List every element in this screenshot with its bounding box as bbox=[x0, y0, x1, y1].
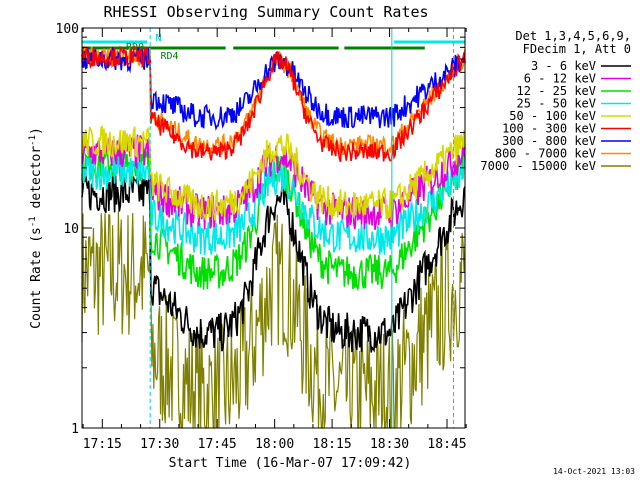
legend-label: 100 - 300 keV bbox=[502, 122, 596, 136]
flag-layer bbox=[82, 40, 465, 50]
legend-label: 800 - 7000 keV bbox=[495, 147, 596, 161]
y-axis-label-part: ) bbox=[29, 127, 44, 135]
annotation-layer: RD0 N RD4 bbox=[126, 33, 179, 62]
plot-area: RD0 N RD4 bbox=[81, 27, 466, 429]
x-tick-label: 18:45 bbox=[427, 437, 466, 452]
legend-label: 25 - 50 keV bbox=[517, 97, 596, 111]
y-axis-label-exponent: -1 bbox=[28, 216, 38, 227]
flag-annotation: N bbox=[156, 33, 162, 44]
footer-date: 14-Oct-2021 13:03 bbox=[553, 467, 635, 476]
legend-header-line: FDecim 1, Att 0 bbox=[523, 42, 631, 56]
flag-annotation: RD4 bbox=[161, 51, 179, 62]
y-tick-label: 100 bbox=[56, 22, 79, 37]
x-axis-label: Start Time (16-Mar-07 17:09:42) bbox=[169, 456, 412, 471]
x-tick-label: 17:15 bbox=[83, 437, 122, 452]
legend-header-line: Det 1,3,4,5,6,9, bbox=[515, 29, 631, 43]
y-tick-label: 10 bbox=[63, 222, 79, 237]
legend-label: 3 - 6 keV bbox=[531, 59, 596, 73]
series-line bbox=[81, 124, 466, 221]
legend: Det 1,3,4,5,6,9, FDecim 1, Att 0 3 - 6 k… bbox=[480, 29, 631, 173]
legend-label: 50 - 100 keV bbox=[509, 109, 596, 123]
x-tick-label: 18:30 bbox=[370, 437, 409, 452]
flag-annotation: RD0 bbox=[126, 42, 144, 53]
y-tick-label: 1 bbox=[71, 422, 79, 437]
legend-label: 6 - 12 keV bbox=[524, 72, 596, 86]
series-line bbox=[81, 211, 466, 429]
legend-label: 300 - 800 keV bbox=[502, 134, 596, 148]
x-tick-label: 17:45 bbox=[198, 437, 237, 452]
x-axis: 17:15 17:30 17:45 18:00 18:15 18:30 18:45 bbox=[82, 28, 467, 452]
y-axis-label-part: detector bbox=[29, 146, 44, 217]
y-axis-label-exponent: -1 bbox=[28, 135, 38, 146]
series-line bbox=[81, 172, 466, 353]
y-axis: 1 10 100 bbox=[56, 22, 465, 437]
chart-title: RHESSI Observing Summary Count Rates bbox=[103, 3, 428, 21]
y-axis-label: Count Rate (s-1 detector-1) bbox=[28, 127, 44, 329]
x-tick-label: 18:00 bbox=[255, 437, 294, 452]
legend-label: 12 - 25 keV bbox=[517, 84, 596, 98]
legend-label: 7000 - 15000 keV bbox=[480, 159, 596, 173]
series-line bbox=[81, 44, 466, 163]
y-axis-label-part: Count Rate (s bbox=[29, 227, 44, 329]
x-tick-label: 18:15 bbox=[313, 437, 352, 452]
series-layer bbox=[81, 44, 466, 429]
x-tick-label: 17:30 bbox=[140, 437, 179, 452]
